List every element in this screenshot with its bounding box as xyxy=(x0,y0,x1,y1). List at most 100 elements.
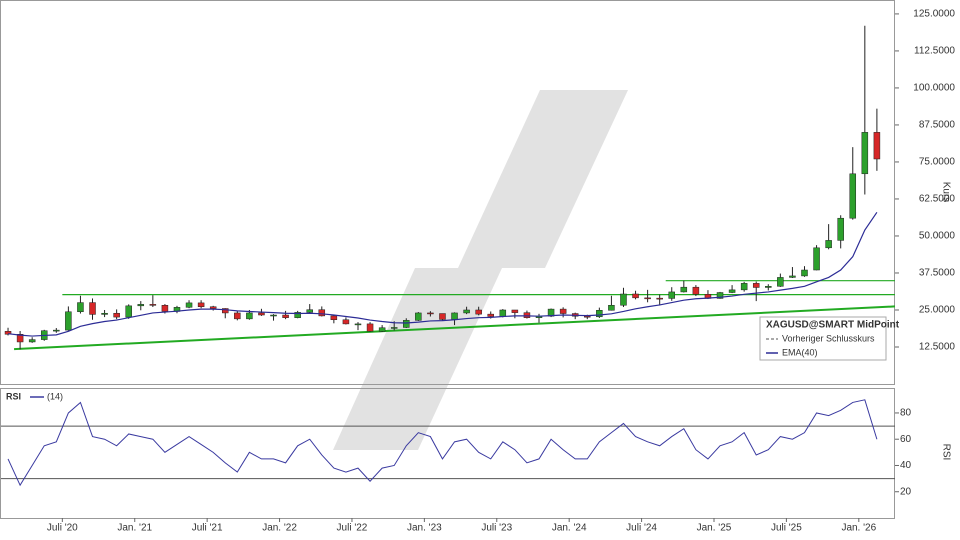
x-tick-label: Juli '23 xyxy=(481,523,512,534)
candle-body xyxy=(16,334,24,343)
x-tick-label: Jan. '21 xyxy=(117,523,152,534)
watermark xyxy=(458,90,628,268)
candle-body xyxy=(318,309,326,317)
candle-body xyxy=(475,309,482,315)
candle-body xyxy=(427,312,434,315)
candle-body xyxy=(403,320,410,328)
candle-body xyxy=(813,247,820,271)
x-tick-label: Jan. '24 xyxy=(552,523,587,534)
candle-body xyxy=(716,292,724,299)
legend-label: XAGUSD@SMART MidPoint xyxy=(766,320,900,331)
y-tick-label: 75.0000 xyxy=(919,157,956,168)
x-tick-label: Jan. '23 xyxy=(407,523,442,534)
candle-body xyxy=(668,291,675,299)
candle-body xyxy=(197,302,205,307)
candle-body xyxy=(777,277,784,287)
candle-body xyxy=(161,304,169,312)
candle-body xyxy=(306,309,313,313)
candle-body xyxy=(258,312,265,316)
candle-body xyxy=(632,293,639,299)
ema-line xyxy=(7,211,878,337)
candle-body xyxy=(692,286,700,295)
x-tick-label: Jan. '22 xyxy=(262,523,297,534)
candle-body xyxy=(861,132,869,175)
candle-body xyxy=(752,283,760,288)
candle-body xyxy=(559,308,567,314)
candle-body xyxy=(837,217,844,241)
candle-body xyxy=(584,315,591,318)
x-tick-label: Juli '21 xyxy=(192,523,223,534)
candle-body xyxy=(125,305,132,318)
candle-body xyxy=(680,286,688,293)
candle-body xyxy=(873,132,881,160)
candle-body xyxy=(185,302,193,308)
candle-body xyxy=(222,308,229,314)
candle-body xyxy=(620,293,627,306)
y-axis-title: RSI xyxy=(940,444,951,461)
watermark xyxy=(333,268,502,450)
y-tick-label: 125.0000 xyxy=(913,9,955,20)
legend-label: (14) xyxy=(47,391,63,401)
legend-label: Vorheriger Schlusskurs xyxy=(782,333,875,343)
price-panel-frame xyxy=(0,0,895,385)
y-tick-label: 50.0000 xyxy=(919,231,956,242)
candle-body xyxy=(656,297,663,300)
y-tick-label: 37.5000 xyxy=(919,268,956,279)
y-tick-label: 87.5000 xyxy=(919,120,956,131)
candle-body xyxy=(53,329,60,332)
candle-body xyxy=(451,312,458,320)
candle-body xyxy=(608,304,615,311)
x-tick-label: Jan. '26 xyxy=(841,523,876,534)
candle-body xyxy=(149,304,157,306)
candle-body xyxy=(499,309,507,317)
candle-body xyxy=(728,289,736,293)
candle-body xyxy=(354,323,362,326)
candle-body xyxy=(282,314,289,318)
candle-body xyxy=(77,302,84,313)
candle-body xyxy=(740,283,748,291)
y-tick-label: 80 xyxy=(900,408,912,419)
y-tick-label: 25.0000 xyxy=(919,305,956,316)
candle-body xyxy=(511,309,519,313)
x-tick-label: Jan. '25 xyxy=(697,523,732,534)
candle-body xyxy=(113,312,120,318)
candle-body xyxy=(523,312,531,318)
x-tick-label: Juli '22 xyxy=(337,523,368,534)
legend-box xyxy=(759,316,887,361)
y-tick-label: 12.5000 xyxy=(919,342,956,353)
candle-body xyxy=(801,269,808,277)
candle-body xyxy=(137,304,145,307)
candle-body xyxy=(439,313,446,320)
x-tick-label: Juli '20 xyxy=(47,523,78,534)
candle-body xyxy=(596,310,603,318)
candle-body xyxy=(644,297,651,300)
overlay: XAGUSD@SMART MidPoint Vorheriger Schlussk… xyxy=(6,320,900,402)
candle-body xyxy=(246,312,253,320)
rsi-panel-frame xyxy=(0,388,895,519)
candle-body xyxy=(378,327,386,332)
candle-body xyxy=(101,312,108,315)
candle-body xyxy=(825,240,832,249)
legend-label: EMA(40) xyxy=(782,347,818,357)
candle-body xyxy=(366,323,374,332)
y-tick-label: 20 xyxy=(900,486,912,497)
candle-body xyxy=(65,311,72,331)
candle-body xyxy=(415,312,422,321)
y-tick-label: 112.5000 xyxy=(914,46,955,57)
panel-title: RSI xyxy=(6,391,21,401)
trend-line xyxy=(14,305,896,351)
candle-body xyxy=(789,275,796,278)
x-tick-label: Juli '25 xyxy=(771,523,802,534)
candle-body xyxy=(849,173,857,219)
y-tick-label: 62.5000 xyxy=(919,194,956,205)
y-tick-label: 60 xyxy=(900,434,912,445)
candle-body xyxy=(234,312,241,320)
candle-body xyxy=(342,319,350,325)
candle-body xyxy=(463,309,470,314)
y-axis-title: Kurs xyxy=(940,182,951,203)
marks: 12.5000 25.0000 37.5000 50.0000 62.5000 75.00… xyxy=(1,9,955,534)
candle-body xyxy=(270,314,277,317)
rsi-line xyxy=(7,399,878,487)
candle-body xyxy=(390,327,398,329)
